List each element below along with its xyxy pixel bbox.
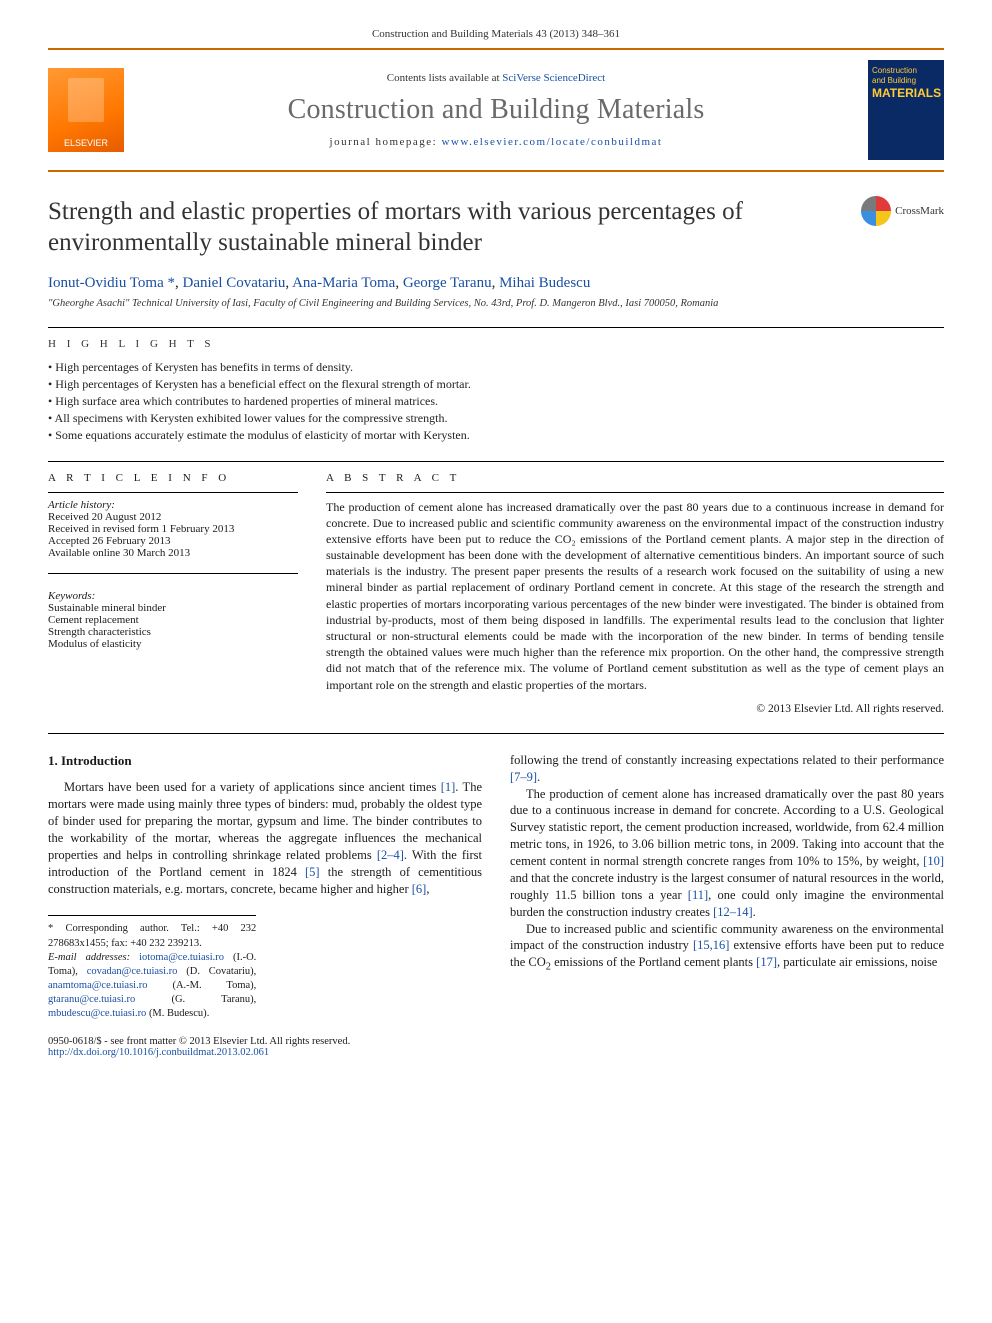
emails-label: E-mail addresses: [48, 952, 139, 963]
history-line: Received in revised form 1 February 2013 [48, 523, 298, 535]
highlights-list: High percentages of Kerysten has benefit… [48, 360, 944, 443]
body-paragraph: The production of cement alone has incre… [510, 786, 944, 921]
crossmark-icon [861, 196, 891, 226]
ref-link[interactable]: [17] [756, 955, 777, 969]
ref-link[interactable]: [10] [923, 854, 944, 868]
mini-rule [48, 492, 298, 493]
abstract: a b s t r a c t The production of cement… [326, 472, 944, 715]
history-line: Available online 30 March 2013 [48, 547, 298, 559]
history-line: Received 20 August 2012 [48, 511, 298, 523]
section-heading: 1. Introduction [48, 752, 482, 770]
corresponding-marker[interactable]: * [168, 275, 176, 291]
keywords-head: Keywords: [48, 590, 298, 602]
bottom-meta: 0950-0618/$ - see front matter © 2013 El… [48, 1036, 944, 1058]
mini-rule [326, 492, 944, 493]
article-info: a r t i c l e i n f o Article history: R… [48, 472, 298, 715]
abstract-text: The production of cement alone has incre… [326, 499, 944, 693]
keyword-line: Cement replacement [48, 614, 298, 626]
abstract-label: a b s t r a c t [326, 472, 944, 484]
ref-link[interactable]: [2–4] [377, 848, 404, 862]
article-history-head: Article history: [48, 499, 298, 511]
email-who: (A.-M. Toma), [147, 980, 256, 991]
highlight-item: Some equations accurately estimate the m… [48, 428, 944, 443]
ref-link[interactable]: [15,16] [693, 938, 729, 952]
email-link[interactable]: gtaranu@ce.tuiasi.ro [48, 994, 135, 1005]
contents-available-line: Contents lists available at SciVerse Sci… [124, 72, 868, 84]
masthead-center: Contents lists available at SciVerse Sci… [124, 72, 868, 148]
highlight-item: High surface area which contributes to h… [48, 394, 944, 409]
body-col-right: following the trend of constantly increa… [510, 752, 944, 1022]
masthead: ELSEVIER Contents lists available at Sci… [48, 56, 944, 164]
email-link[interactable]: covadan@ce.tuiasi.ro [87, 966, 178, 977]
email-who: (M. Budescu) [146, 1008, 206, 1019]
author-list: Ionut-Ovidiu Toma *, Daniel Covatariu, A… [48, 275, 944, 292]
publisher-logo-text: ELSEVIER [64, 138, 108, 148]
body-paragraph: Mortars have been used for a variety of … [48, 779, 482, 897]
history-line: Accepted 26 February 2013 [48, 535, 298, 547]
author-link[interactable]: Ionut-Ovidiu Toma [48, 275, 164, 291]
article-title: Strength and elastic properties of morta… [48, 196, 828, 259]
section-rule [48, 327, 944, 328]
email-who: (D. Covatariu), [177, 966, 256, 977]
ref-link[interactable]: [11] [688, 888, 708, 902]
section-rule [48, 733, 944, 734]
journal-homepage-link[interactable]: www.elsevier.com/locate/conbuildmat [441, 136, 662, 148]
author-link[interactable]: Mihai Budescu [499, 275, 590, 291]
article-info-label: a r t i c l e i n f o [48, 472, 298, 484]
issn-line: 0950-0618/$ - see front matter © 2013 El… [48, 1036, 350, 1047]
body-columns: 1. Introduction Mortars have been used f… [48, 752, 944, 1022]
email-link[interactable]: anamtoma@ce.tuiasi.ro [48, 980, 147, 991]
email-addresses: E-mail addresses: iotoma@ce.tuiasi.ro (I… [48, 951, 256, 1022]
publisher-logo[interactable]: ELSEVIER [48, 68, 124, 152]
author-link[interactable]: Ana-Maria Toma [292, 275, 395, 291]
keyword-line: Modulus of elasticity [48, 638, 298, 650]
author-link[interactable]: Daniel Covatariu [183, 275, 286, 291]
ref-link[interactable]: [7–9] [510, 770, 537, 784]
doi-link[interactable]: http://dx.doi.org/10.1016/j.conbuildmat.… [48, 1047, 269, 1058]
keyword-line: Strength characteristics [48, 626, 298, 638]
corresponding-author-note: * Corresponding author. Tel.: +40 232 27… [48, 922, 256, 950]
keyword-line: Sustainable mineral binder [48, 602, 298, 614]
ref-link[interactable]: [6] [412, 882, 427, 896]
cover-line2: and Building [872, 76, 940, 86]
body-paragraph: following the trend of constantly increa… [510, 752, 944, 786]
crossmark-badge[interactable]: CrossMark [861, 196, 944, 226]
highlight-item: All specimens with Kerysten exhibited lo… [48, 411, 944, 426]
body-paragraph: Due to increased public and scientific c… [510, 921, 944, 975]
running-head: Construction and Building Materials 43 (… [48, 28, 944, 40]
homepage-prefix: journal homepage: [330, 136, 442, 148]
crossmark-label: CrossMark [895, 205, 944, 217]
email-link[interactable]: iotoma@ce.tuiasi.ro [139, 952, 224, 963]
ref-link[interactable]: [5] [305, 865, 320, 879]
author-link[interactable]: George Taranu [403, 275, 492, 291]
highlight-item: High percentages of Kerysten has a benef… [48, 377, 944, 392]
cover-line1: Construction [872, 66, 940, 76]
ref-link[interactable]: [12–14] [713, 905, 753, 919]
journal-name: Construction and Building Materials [124, 94, 868, 126]
sciencedirect-link[interactable]: SciVerse ScienceDirect [502, 72, 605, 84]
contents-prefix: Contents lists available at [387, 72, 502, 84]
journal-homepage-line: journal homepage: www.elsevier.com/locat… [124, 136, 868, 148]
body-col-left: 1. Introduction Mortars have been used f… [48, 752, 482, 1022]
email-link[interactable]: mbudescu@ce.tuiasi.ro [48, 1008, 146, 1019]
masthead-bottom-rule [48, 170, 944, 172]
highlight-item: High percentages of Kerysten has benefit… [48, 360, 944, 375]
abstract-copyright: © 2013 Elsevier Ltd. All rights reserved… [326, 703, 944, 715]
cover-line3: MATERIALS [872, 86, 940, 100]
masthead-top-rule [48, 48, 944, 50]
email-who: (G. Taranu), [135, 994, 256, 1005]
ref-link[interactable]: [1] [441, 780, 456, 794]
footnotes: * Corresponding author. Tel.: +40 232 27… [48, 915, 256, 1021]
section-rule [48, 461, 944, 462]
mini-rule [48, 573, 298, 574]
highlights-label: h i g h l i g h t s [48, 338, 944, 350]
affiliation: "Gheorghe Asachi" Technical University o… [48, 298, 944, 309]
journal-cover-thumb[interactable]: Construction and Building MATERIALS [868, 60, 944, 160]
